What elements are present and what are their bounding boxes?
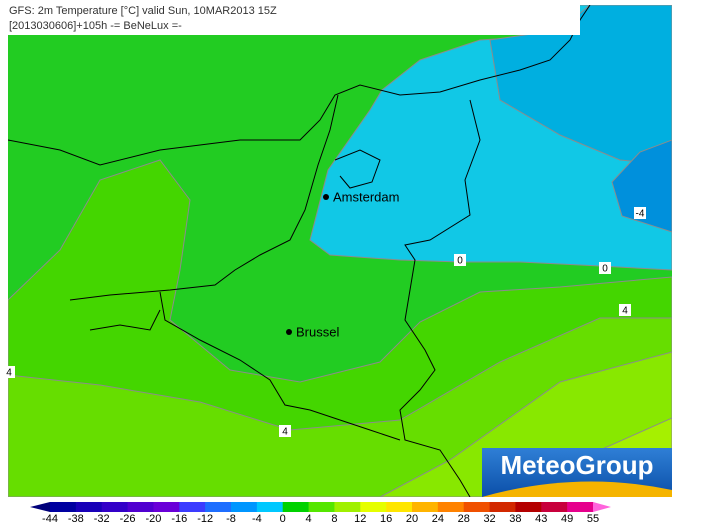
colorbar-label: -44 [42, 513, 58, 525]
colorbar-label: 38 [509, 513, 521, 525]
colorbar-segment [50, 502, 77, 512]
temperature-field [611, 139, 672, 233]
contour-label-box [634, 207, 646, 219]
contour-label: 4 [6, 368, 12, 379]
header-title: GFS: 2m Temperature [°C] valid Sun, 10MA… [9, 5, 277, 17]
colorbar-arrow [593, 502, 611, 512]
colorbar-segment [515, 502, 542, 512]
city-label: Amsterdam [333, 189, 399, 204]
contour-label: -4 [636, 209, 645, 220]
colorbar-label: -12 [197, 513, 213, 525]
colorbar-label: 28 [458, 513, 470, 525]
country-border [89, 309, 161, 331]
coastline [334, 149, 381, 189]
city-marker [323, 194, 329, 200]
colorbar-label: 0 [280, 513, 286, 525]
city-marker [286, 329, 292, 335]
contour-label-box [619, 304, 631, 316]
colorbar-label: 43 [535, 513, 547, 525]
colorbar-segment [386, 502, 413, 512]
contour-label-box [279, 425, 291, 437]
colorbar-label: 12 [354, 513, 366, 525]
contour-label: 4 [282, 427, 288, 438]
colorbar-segment [334, 502, 361, 512]
contour-label-box [599, 262, 611, 274]
colorbar-segment [567, 502, 594, 512]
contour-label: 4 [622, 306, 628, 317]
colorbar-label: -38 [68, 513, 84, 525]
contour-label-box [454, 254, 466, 266]
colorbar-segment [101, 502, 129, 512]
city-label: Brussel [296, 324, 339, 339]
colorbar-segment [308, 502, 335, 512]
colorbar-label: 49 [561, 513, 573, 525]
logo-text: MeteoGroup [500, 450, 653, 480]
coastline [8, 5, 591, 166]
contour-label-box [3, 366, 15, 378]
country-border [399, 99, 481, 497]
colorbar-segment [463, 502, 491, 512]
colorbar-segment [437, 502, 465, 512]
colorbar-segment [282, 502, 310, 512]
colorbar-label: -20 [145, 513, 161, 525]
map-area [8, 5, 672, 497]
colorbar-label: -4 [252, 513, 262, 525]
colorbar-label: 24 [432, 513, 444, 525]
colorbar-label: 32 [483, 513, 495, 525]
colorbar-segment [256, 502, 284, 512]
colorbar-segment [360, 502, 387, 512]
logo: MeteoGroup [482, 448, 672, 497]
colorbar-label: -8 [226, 513, 236, 525]
contour-label: 0 [602, 264, 608, 275]
colorbar-segment [489, 502, 516, 512]
colorbar-label: 4 [306, 513, 312, 525]
colorbar-label: 55 [587, 513, 599, 525]
contour-label: 0 [457, 256, 463, 267]
coastline [69, 94, 339, 301]
colorbar-arrow [30, 502, 50, 512]
colorbar-label: 20 [406, 513, 418, 525]
colorbar-segment [205, 502, 232, 512]
colorbar-segment [541, 502, 568, 512]
colorbar-segment [153, 502, 180, 512]
country-border [159, 291, 401, 441]
colorbar-segment [75, 502, 103, 512]
colorbar-label: -16 [171, 513, 187, 525]
colorbar-label: 8 [331, 513, 337, 525]
header-box [5, 0, 580, 35]
colorbar-segment [127, 502, 154, 512]
colorbar-label: -26 [120, 513, 136, 525]
colorbar-segment [412, 502, 439, 512]
colorbar-label: 16 [380, 513, 392, 525]
colorbar-segment [179, 502, 206, 512]
logo-swoosh [482, 481, 672, 497]
colorbar-label: -32 [94, 513, 110, 525]
colorbar-segment [231, 502, 258, 512]
header-subtitle: [2013030606]+105h -= BeNeLux =- [9, 20, 182, 32]
